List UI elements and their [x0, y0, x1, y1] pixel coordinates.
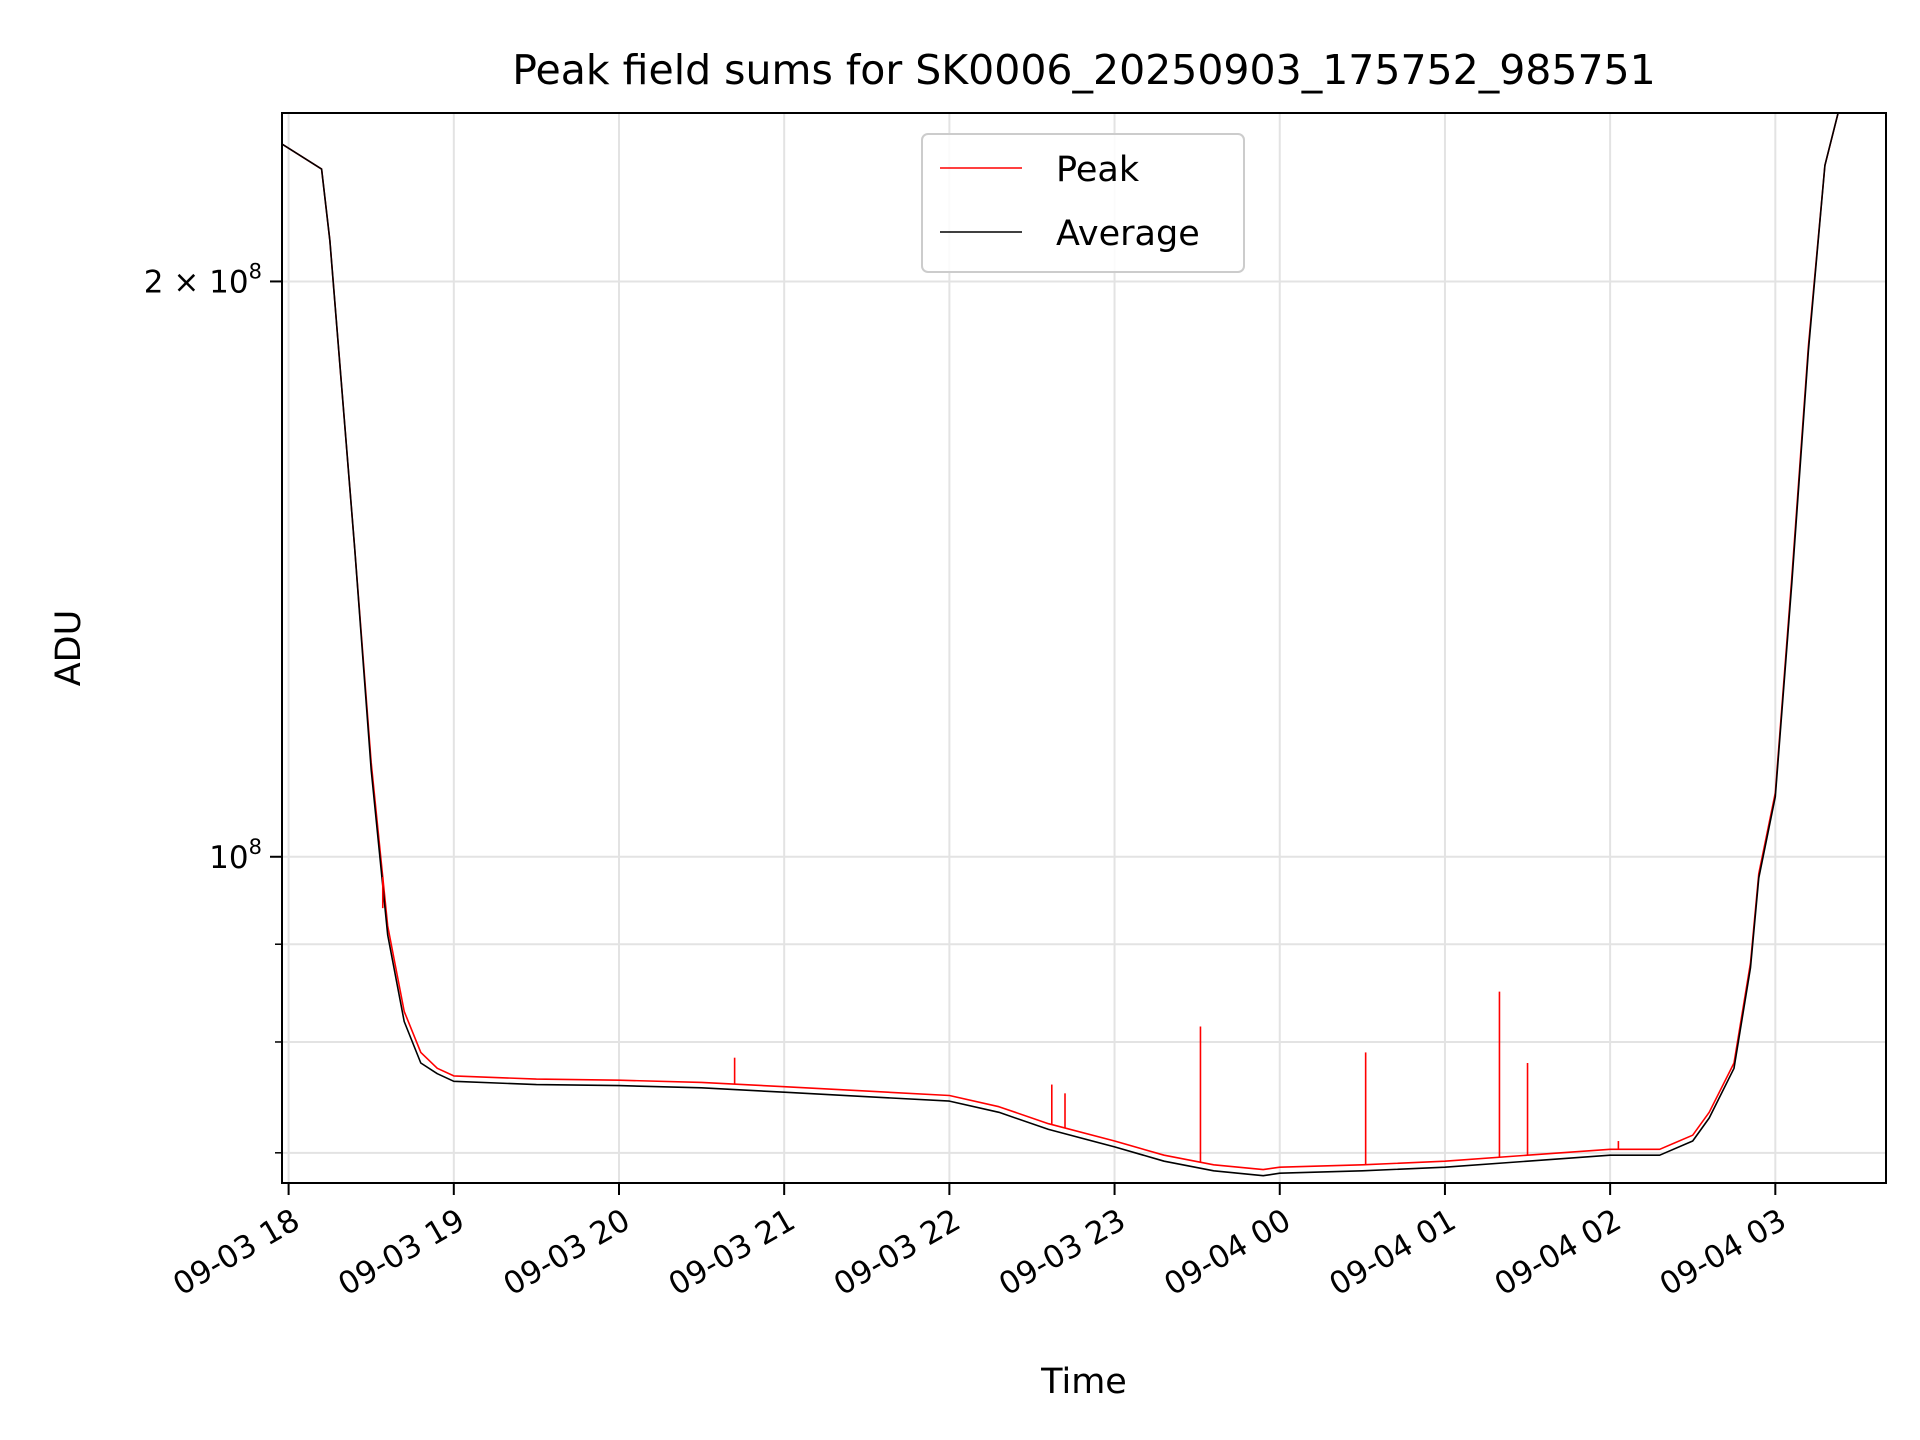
legend-label-average: Average: [1056, 214, 1200, 254]
y-axis-label: ADU: [49, 610, 89, 687]
chart-title: Peak field sums for SK0006_20250903_1757…: [512, 46, 1655, 94]
plot-frame: [281, 112, 1887, 1184]
legend: Peak Average: [921, 133, 1245, 273]
grid: [282, 113, 1886, 1183]
y-tick-label: 108: [209, 835, 262, 876]
x-axis-label: Time: [1040, 1362, 1127, 1402]
y-tick-label: 2 × 108: [144, 259, 262, 300]
series-line-average: [282, 113, 1886, 1177]
legend-label-peak: Peak: [1056, 150, 1140, 190]
y-axis: 108 2 × 108: [144, 259, 282, 1154]
series-layer: [282, 113, 1886, 1177]
